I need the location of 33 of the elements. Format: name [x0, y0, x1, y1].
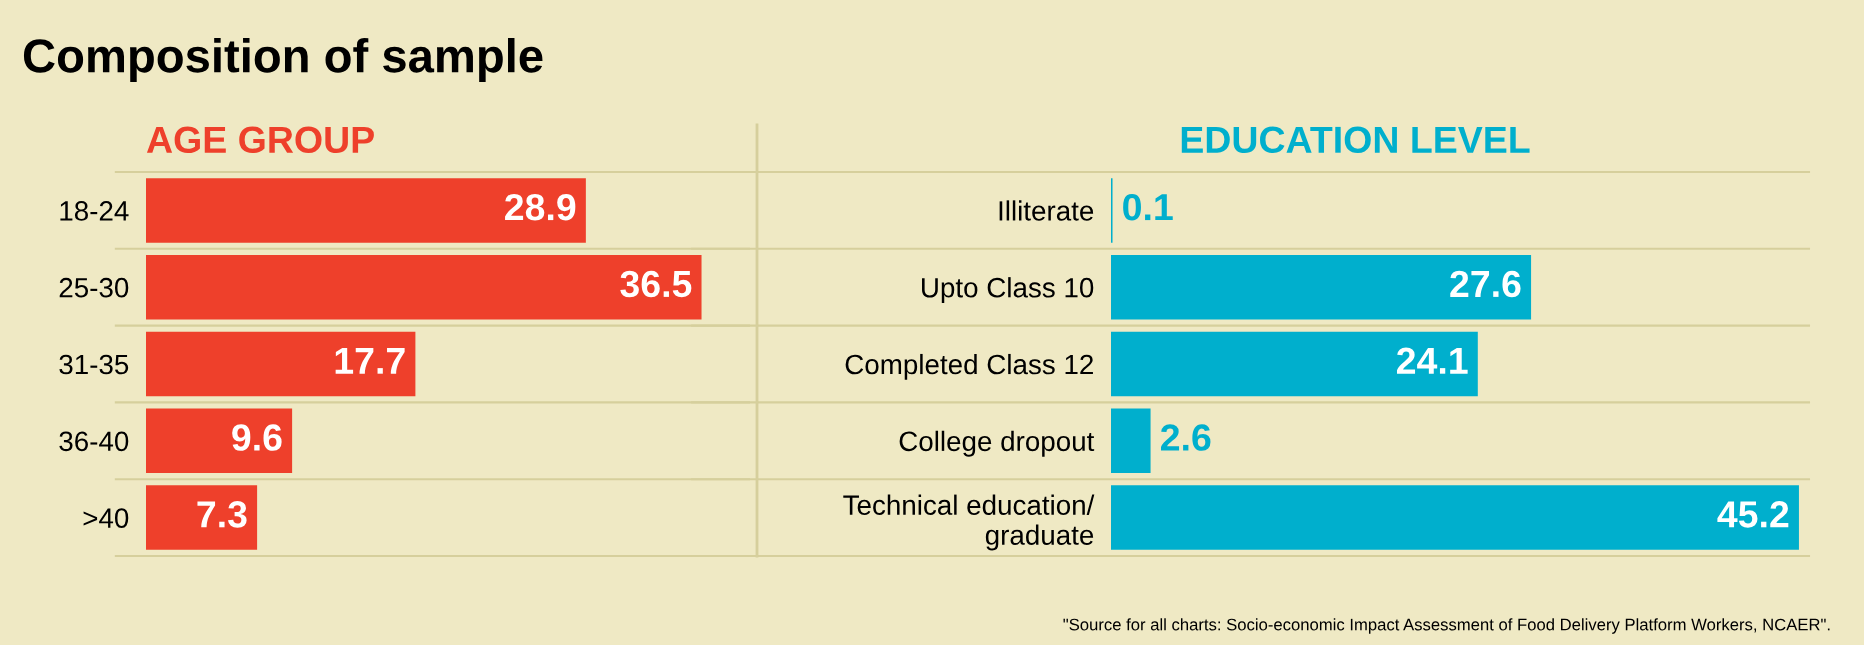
bar	[146, 331, 416, 397]
y-tick-label: 25-30	[59, 277, 129, 298]
chart-subtitle: AGE GROUP	[146, 126, 374, 154]
data-label: 36.5	[620, 270, 692, 298]
data-label: 2.6	[1161, 424, 1211, 451]
data-label: 9.6	[232, 424, 282, 451]
bar	[146, 254, 702, 320]
bar	[146, 485, 258, 550]
chart-title: Composition of sample	[23, 37, 543, 83]
data-label: 27.6	[1450, 270, 1521, 298]
y-tick-label: Illiterate	[999, 200, 1094, 221]
bar	[146, 408, 293, 474]
bar	[146, 178, 586, 243]
y-tick-label: 31-35	[59, 354, 129, 375]
y-tick-label: College dropout	[899, 430, 1095, 457]
chart-subtitle: EDUCATION LEVEL	[1181, 126, 1530, 154]
data-label: 7.3	[197, 501, 247, 528]
data-label: 17.7	[335, 347, 405, 374]
text: "Source for all charts: Socio-economic Impact Assessment of Food Delivery Platform Workers, NCAER".	[1063, 618, 1830, 634]
y-tick-label: >40	[83, 508, 129, 528]
data-label: 28.9	[505, 193, 576, 221]
data-label: 0.1	[1123, 193, 1173, 221]
bar	[1111, 408, 1151, 474]
data-label: 24.1	[1396, 347, 1468, 374]
bar	[1111, 485, 1799, 550]
y-tick-label: Completed Class 12	[845, 353, 1093, 380]
data-label: 45.2	[1717, 501, 1789, 528]
bar	[1111, 254, 1532, 320]
bar	[1111, 331, 1478, 397]
y-tick-label: Upto Class 10	[922, 277, 1094, 304]
y-tick-label: Technical education/ graduate	[843, 494, 1095, 551]
y-tick-label: 18-24	[60, 201, 129, 221]
y-tick-label: 36-40	[59, 431, 129, 452]
